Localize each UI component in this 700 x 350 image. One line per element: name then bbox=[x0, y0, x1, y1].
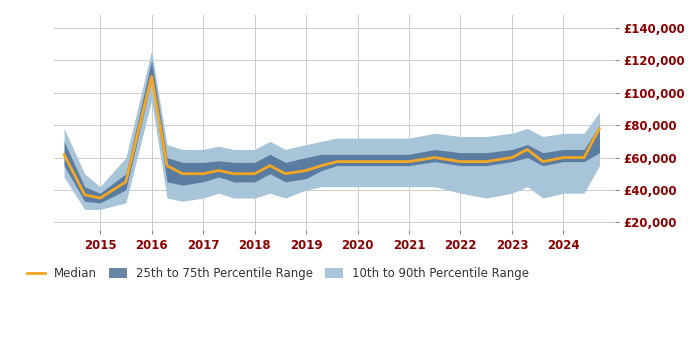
Legend: Median, 25th to 75th Percentile Range, 10th to 90th Percentile Range: Median, 25th to 75th Percentile Range, 1… bbox=[22, 262, 534, 285]
